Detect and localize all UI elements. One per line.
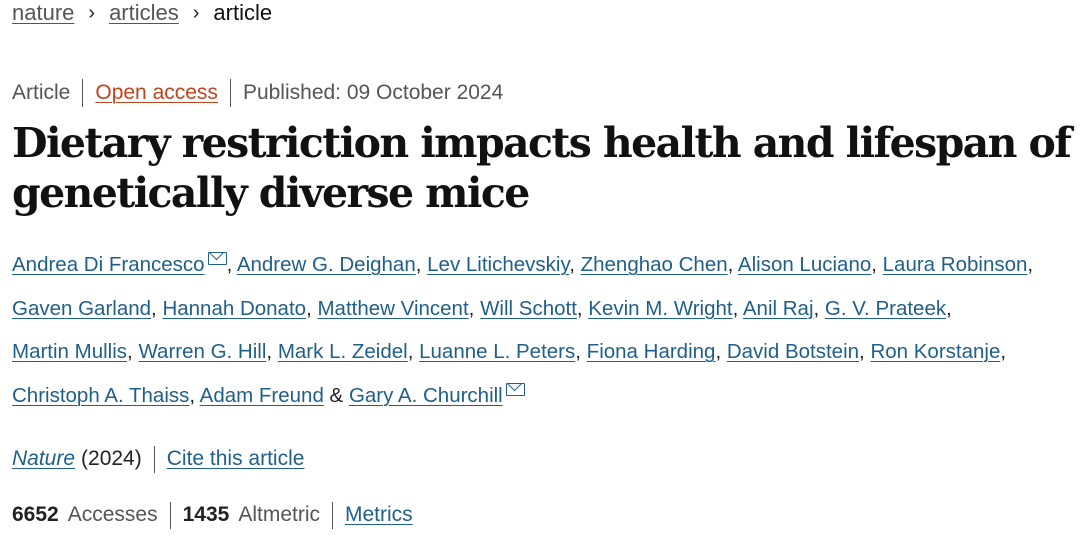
author-item: Gary A. Churchill (348, 382, 525, 407)
author-link[interactable]: Ron Korstanje (870, 340, 1001, 364)
author-item: Fiona Harding (587, 340, 716, 363)
author-item: Matthew Vincent (317, 297, 468, 320)
citation-year: (2024) (81, 447, 142, 470)
breadcrumb: nature › articles › article (12, 0, 272, 26)
breadcrumb-link-nature[interactable]: nature (12, 0, 75, 25)
author-item: Laura Robinson (883, 253, 1028, 276)
author-item: Martin Mullis (12, 340, 127, 363)
author-item: Gaven Garland (12, 297, 151, 320)
author-link[interactable]: G. V. Prateek (824, 296, 947, 320)
author-item: Warren G. Hill (138, 340, 266, 363)
author-link[interactable]: Andrea Di Francesco (12, 253, 205, 276)
author-item: David Botstein (727, 340, 859, 363)
author-link[interactable]: Christoph A. Thaiss (12, 383, 190, 407)
author-item: Zhenghao Chen (581, 253, 728, 276)
author-link[interactable]: Warren G. Hill (138, 340, 267, 364)
author-conjunction: & (329, 383, 344, 407)
divider (332, 501, 333, 529)
article-metrics: 6652 Accesses 1435 Altmetric Metrics (12, 500, 413, 530)
author-item: Christoph A. Thaiss (12, 384, 189, 407)
author-link[interactable]: Mark L. Zeidel (277, 340, 408, 364)
author-item: Kevin M. Wright (588, 297, 732, 320)
chevron-right-icon: › (88, 1, 96, 24)
author-link[interactable]: Luanne L. Peters (419, 340, 576, 364)
author-link[interactable]: Hannah Donato (162, 296, 307, 320)
author-link[interactable]: David Botstein (726, 340, 860, 364)
divider (169, 501, 171, 529)
author-item: Anil Raj (743, 297, 814, 320)
citation-line: Nature (2024) Cite this article (12, 444, 304, 474)
author-item: Ron Korstanje (870, 340, 1000, 363)
mail-icon[interactable] (505, 382, 525, 396)
author-item: Mark L. Zeidel (278, 340, 408, 363)
altmetric-label: Altmetric (238, 503, 320, 526)
article-meta: Article Open access Published: 09 Octobe… (12, 78, 503, 108)
author-link[interactable]: Andrew G. Deighan (236, 253, 416, 276)
author-link[interactable]: Anil Raj (742, 296, 814, 320)
author-link[interactable]: Fiona Harding (586, 340, 716, 364)
author-list: Andrea Di Francesco, Andrew G. Deighan, … (12, 252, 1034, 407)
published-date: Published: 09 October 2024 (242, 81, 504, 104)
author-link[interactable]: Gary A. Churchill (348, 383, 503, 407)
author-item: Will Schott (480, 297, 577, 320)
chevron-right-icon: › (192, 1, 200, 24)
author-link[interactable]: Alison Luciano (737, 253, 872, 276)
mail-icon[interactable] (207, 252, 227, 265)
author-item: Alison Luciano (738, 253, 871, 276)
metrics-link[interactable]: Metrics (345, 503, 413, 526)
journal-link[interactable]: Nature (12, 447, 76, 470)
author-link[interactable]: Kevin M. Wright (588, 296, 733, 320)
divider (82, 79, 84, 107)
breadcrumb-current: article (213, 0, 273, 25)
open-access-link[interactable]: Open access (95, 81, 218, 104)
author-item: Andrea Di Francesco (12, 252, 227, 276)
accesses-count: 6652 (12, 503, 59, 526)
author-item: Hannah Donato (162, 297, 306, 320)
author-item: Luanne L. Peters (419, 340, 575, 363)
article-title: Dietary restriction impacts health and l… (12, 119, 1072, 217)
author-item: Andrew G. Deighan (237, 253, 416, 276)
author-link[interactable]: Martin Mullis (12, 340, 128, 364)
accesses-label: Accesses (67, 503, 158, 526)
author-link[interactable]: Zhenghao Chen (580, 253, 728, 276)
author-link[interactable]: Adam Freund (199, 383, 324, 407)
author-item: Adam Freund (200, 384, 324, 407)
breadcrumb-link-articles[interactable]: articles (109, 0, 179, 25)
altmetric-count: 1435 (182, 503, 230, 526)
author-link[interactable]: Lev Litichevskiy (427, 253, 570, 276)
divider (229, 79, 231, 107)
author-item: G. V. Prateek (825, 297, 946, 320)
author-link[interactable]: Gaven Garland (12, 296, 152, 320)
article-type: Article (12, 81, 71, 104)
author-link[interactable]: Will Schott (480, 296, 577, 320)
author-item: Lev Litichevskiy (427, 253, 569, 276)
author-link[interactable]: Laura Robinson (882, 253, 1028, 276)
author-link[interactable]: Matthew Vincent (317, 296, 469, 320)
cite-this-article-link[interactable]: Cite this article (166, 447, 305, 470)
divider (153, 445, 155, 473)
